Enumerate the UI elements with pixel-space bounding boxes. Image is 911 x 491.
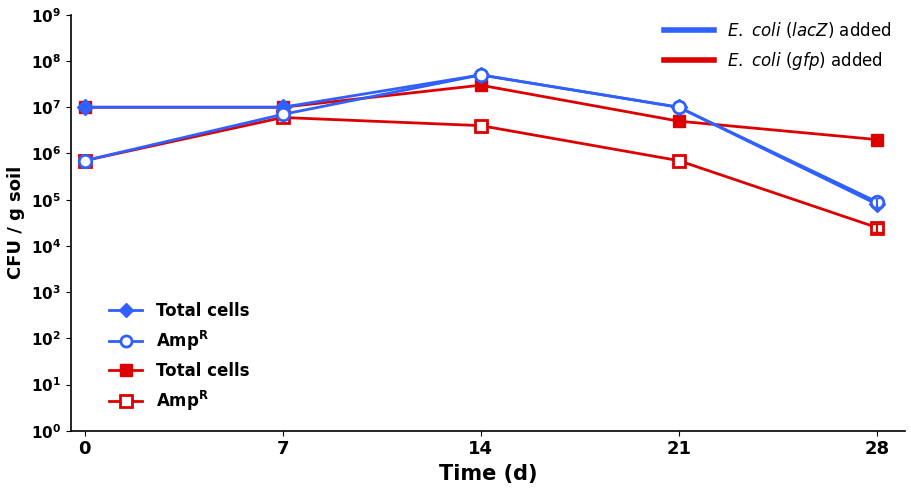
X-axis label: Time (d): Time (d) xyxy=(438,464,537,484)
Y-axis label: CFU / g soil: CFU / g soil xyxy=(7,166,25,279)
Legend: Total cells, Amp$^\mathbf{R}$, Total cells, Amp$^\mathbf{R}$: Total cells, Amp$^\mathbf{R}$, Total cel… xyxy=(104,297,254,418)
